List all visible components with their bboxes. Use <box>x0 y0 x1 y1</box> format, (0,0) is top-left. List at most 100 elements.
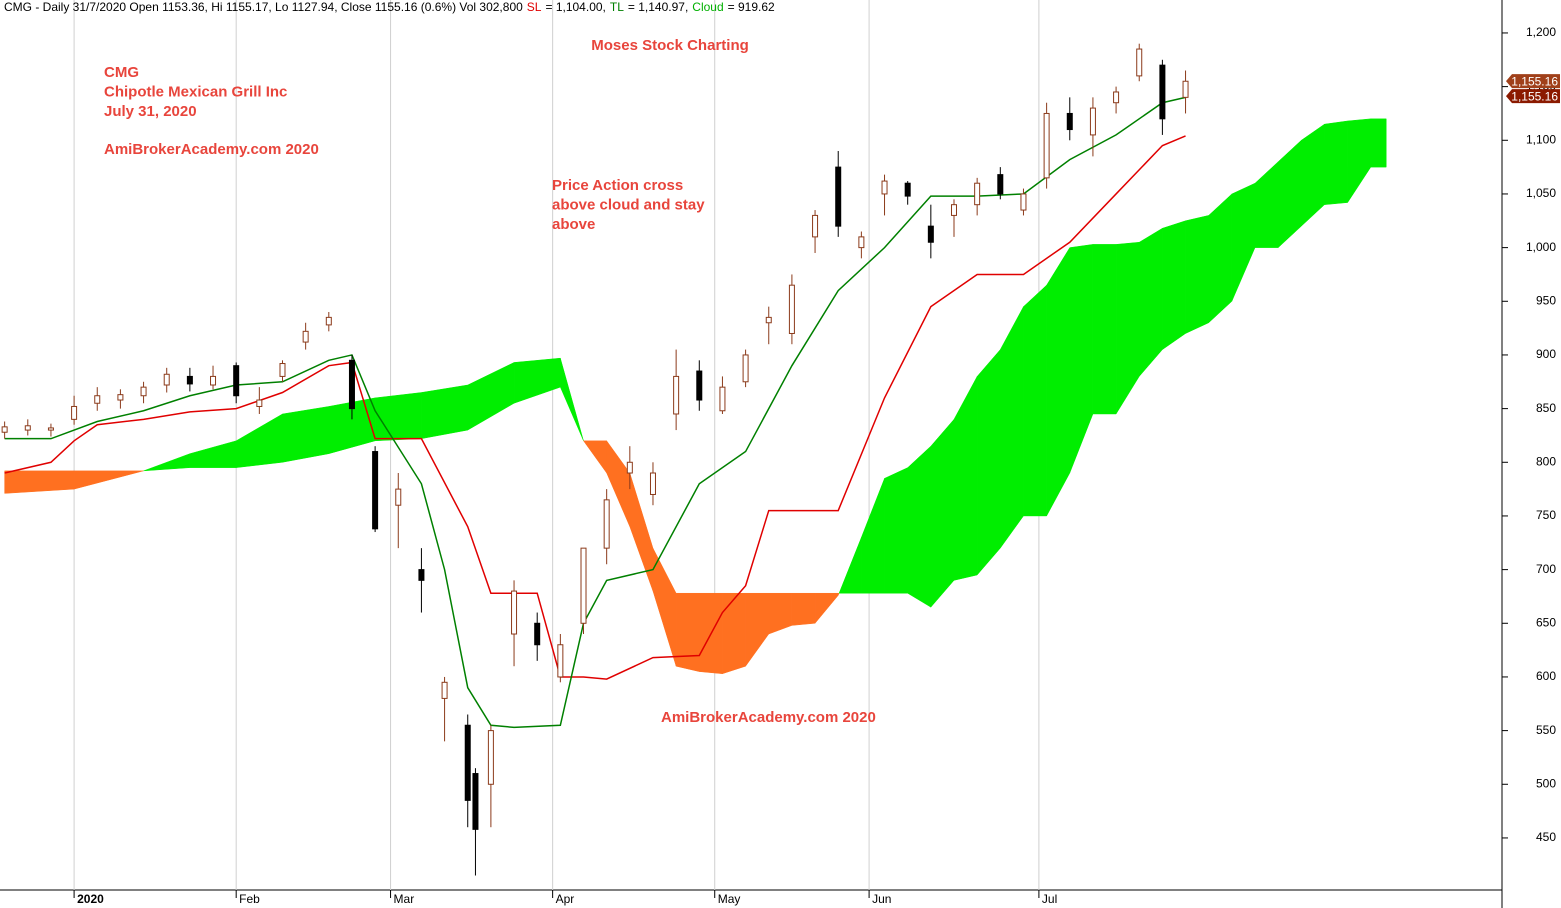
candle-body <box>858 236 865 249</box>
cloud-segment <box>1162 220 1186 351</box>
cloud-segment <box>1000 306 1024 549</box>
cloud-segment <box>837 592 840 596</box>
header: CMG - Daily 31/7/2020 Open 1153.36, Hi 1… <box>4 0 775 14</box>
y-tick-label: 900 <box>1536 347 1556 361</box>
candle-body <box>210 375 217 386</box>
candle-body <box>997 174 1004 195</box>
cloud-segment <box>1370 118 1387 168</box>
candle-body <box>325 316 332 326</box>
candle-body <box>1113 91 1120 104</box>
y-tick-label: 1,000 <box>1526 240 1556 254</box>
cloud-segment <box>791 592 816 626</box>
cloud-segment <box>73 470 144 490</box>
annotation: CMG <box>104 64 139 81</box>
cloud-segment <box>560 358 584 441</box>
candle-body <box>256 399 263 407</box>
cloud-segment <box>930 418 955 608</box>
candle-body <box>348 359 355 410</box>
header-series-value: = 1,104.00, <box>545 0 605 14</box>
candle-body <box>140 386 147 397</box>
candle-body <box>696 370 703 401</box>
annotation: AmiBrokerAcademy.com 2020 <box>104 141 319 158</box>
price-tag <box>1506 89 1560 104</box>
price-tag-label: 1,155.16 <box>1511 89 1558 103</box>
candle-body <box>557 644 564 678</box>
candle-body <box>24 425 31 431</box>
annotation: July 31, 2020 <box>104 103 197 120</box>
header-series-value: = 919.62 <box>728 0 775 14</box>
header-series-name: TL <box>610 0 624 14</box>
y-tick-label: 600 <box>1536 669 1556 683</box>
candle-body <box>1136 48 1143 77</box>
candle-body <box>742 354 749 383</box>
candle-body <box>649 472 656 495</box>
y-tick-label: 1,200 <box>1526 25 1556 39</box>
candle-body <box>47 427 54 431</box>
cloud-segment <box>1046 246 1071 517</box>
y-tick-label: 1,050 <box>1526 186 1556 200</box>
cloud-segment <box>1185 215 1209 334</box>
annotation: Price Action cross <box>552 177 683 194</box>
candle-body <box>511 590 518 635</box>
cloud-segment <box>1023 284 1047 517</box>
y-tick-label: 650 <box>1536 615 1556 629</box>
header-series-name: Cloud <box>692 0 723 14</box>
candle-body <box>418 569 425 581</box>
candle-body <box>1066 112 1073 131</box>
cloud-segment <box>1092 244 1117 415</box>
cloud-segment <box>374 392 422 442</box>
candle-body <box>1089 107 1096 136</box>
candle-body <box>1 426 8 433</box>
candle-body <box>441 681 448 699</box>
cloud-segment <box>884 467 908 594</box>
y-tick-label: 850 <box>1536 401 1556 415</box>
candle-body <box>487 730 494 785</box>
y-tick-label: 550 <box>1536 723 1556 737</box>
candle-body <box>302 330 309 343</box>
annotation: AmiBrokerAcademy.com 2020 <box>661 709 876 726</box>
chart-title: Moses Stock Charting <box>591 37 749 54</box>
cloud-segment <box>722 592 746 675</box>
candle-body <box>974 182 981 206</box>
y-tick-label: 450 <box>1536 830 1556 844</box>
candle-body <box>186 375 193 385</box>
x-tick-label: May <box>718 892 741 906</box>
candle-body <box>927 225 934 243</box>
y-tick-label: 700 <box>1536 562 1556 576</box>
candle-body <box>464 724 471 801</box>
y-tick-label: 1,100 <box>1526 132 1556 146</box>
x-tick-label: 2020 <box>77 892 104 906</box>
candle-body <box>626 461 633 474</box>
candle-body <box>1182 80 1189 98</box>
header-series-name: SL <box>527 0 542 14</box>
candle-body <box>788 284 795 334</box>
x-tick-label: Mar <box>394 892 415 906</box>
candle-body <box>950 204 957 216</box>
annotation: above <box>552 216 595 233</box>
annotation: above cloud and stay <box>552 196 705 213</box>
x-tick-label: Apr <box>556 892 575 906</box>
y-tick-label: 750 <box>1536 508 1556 522</box>
y-tick-label: 950 <box>1536 293 1556 307</box>
candle-body <box>372 451 379 530</box>
candle-body <box>117 394 124 401</box>
cloud-segment <box>282 406 330 463</box>
candle-body <box>94 395 101 404</box>
candle-body <box>71 405 78 420</box>
candle-body <box>719 386 726 412</box>
header-series-value: = 1,140.97, <box>628 0 688 14</box>
candle-body <box>1043 112 1050 179</box>
candle-body <box>472 773 479 830</box>
candle-body <box>279 363 286 377</box>
candle-body <box>1159 64 1166 120</box>
candle-body <box>673 375 680 415</box>
candle-body <box>765 316 772 324</box>
candle-body <box>812 214 819 238</box>
price-tag <box>1506 74 1560 89</box>
candle-body <box>163 373 170 386</box>
annotation: Chipotle Mexican Grill Inc <box>104 83 287 100</box>
y-tick-label: 800 <box>1536 454 1556 468</box>
price-tag-label: 1,155.16 <box>1511 74 1558 88</box>
candle-body <box>1020 193 1027 211</box>
